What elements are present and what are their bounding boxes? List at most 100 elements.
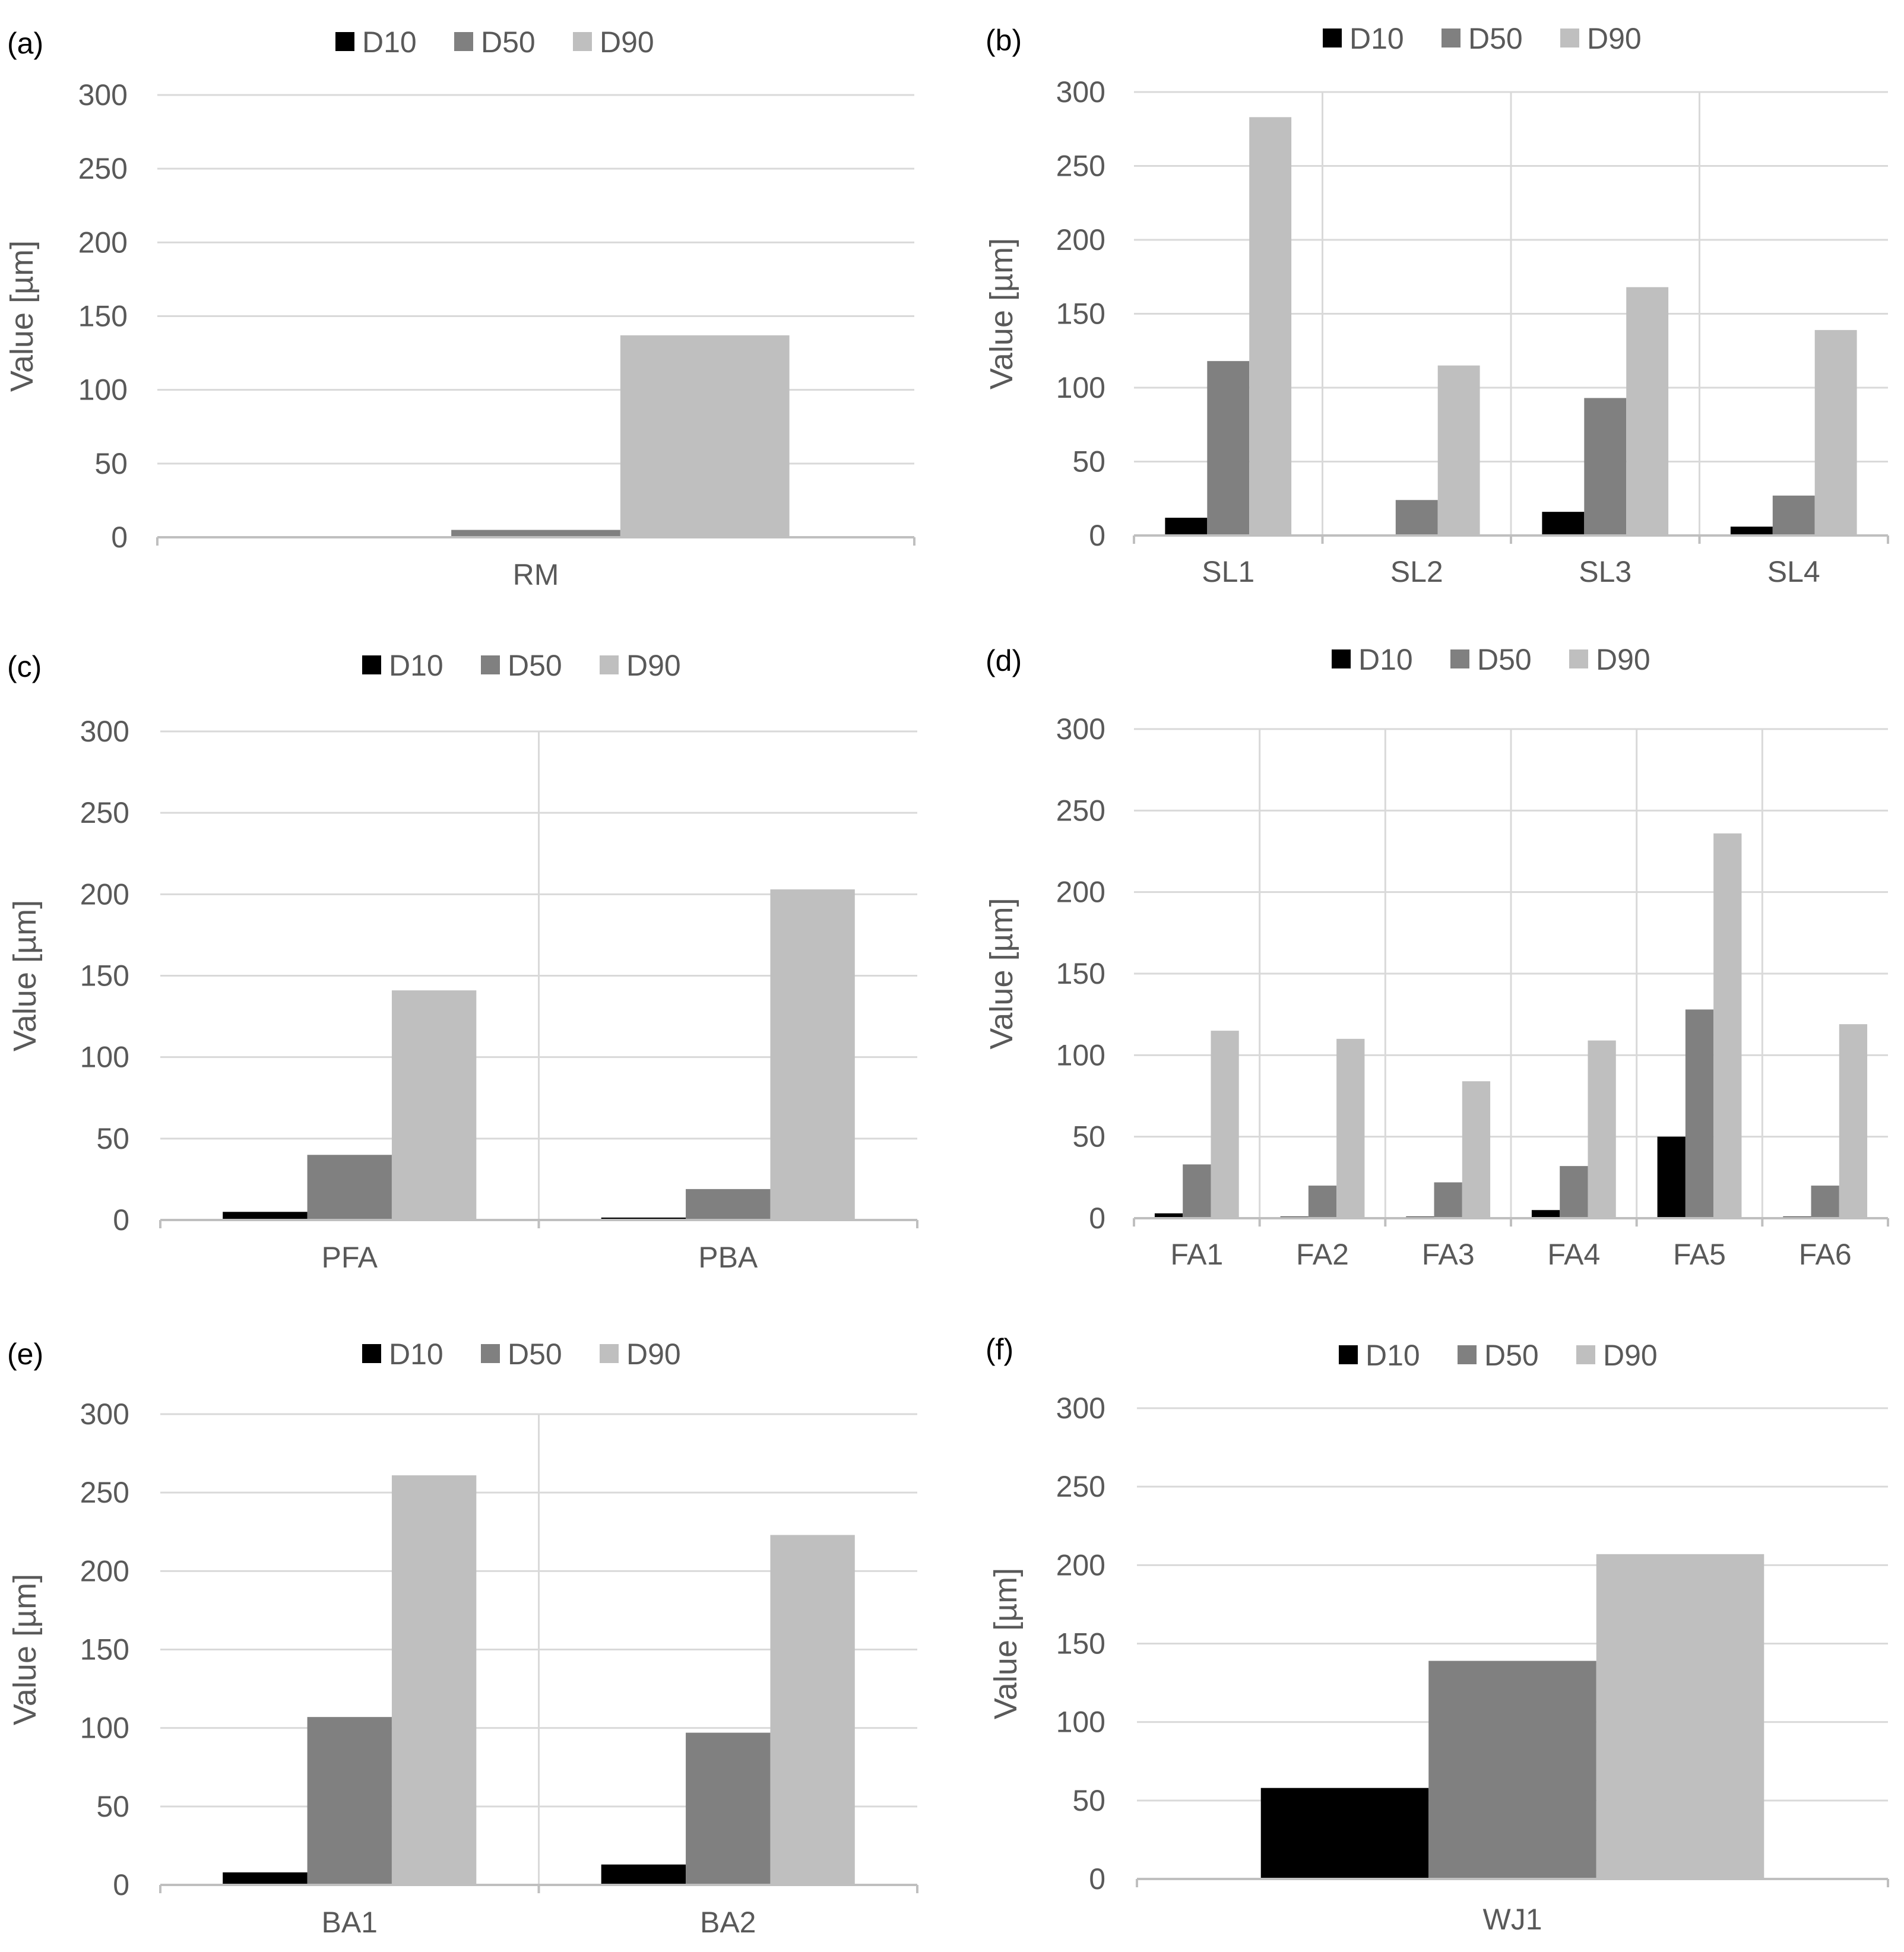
bar-d50-ba1	[307, 1717, 392, 1885]
y-tick-label: 100	[1056, 1038, 1105, 1072]
legend-swatch-d50	[1450, 649, 1469, 668]
x-tick-label: PFA	[322, 1241, 378, 1274]
chart-panel-2: (b) 0 50 100 150 200 250 300 SL1 SL2 SL3 SL4 Value […	[984, 22, 1889, 588]
legend-label-d10: D10	[389, 1338, 443, 1371]
legend-swatch-d50	[1458, 1345, 1477, 1364]
legend-label-d10: D10	[362, 26, 417, 59]
legend-label-d90: D90	[1596, 643, 1650, 676]
y-tick-label: 200	[80, 877, 129, 911]
legend-swatch-d50	[454, 32, 473, 51]
bar-d50-ba2	[686, 1732, 771, 1885]
y-tick-label: 150	[80, 959, 129, 993]
bar-d90-pfa	[391, 990, 477, 1220]
legend-swatch-d10	[362, 1344, 381, 1363]
y-axis-label: Value [µm]	[7, 1574, 43, 1725]
bar-d50-pfa	[307, 1155, 392, 1220]
y-tick-label: 200	[1056, 1548, 1105, 1582]
legend-label-d50: D50	[508, 649, 562, 682]
bar-d90-sl3	[1626, 287, 1669, 535]
y-axis-label: Value [µm]	[984, 238, 1019, 389]
y-tick-label: 150	[1056, 957, 1105, 990]
bar-d90-pba	[770, 889, 855, 1220]
y-tick-label: 100	[1056, 371, 1105, 404]
x-tick-label: BA1	[321, 1906, 378, 1939]
y-tick-label: 300	[78, 78, 128, 112]
chart-panel-4: (d) 0 50 100 150 200 250 300 FA1 FA2 FA3 FA4 FA5 FA6 V…	[984, 643, 1889, 1271]
x-tick-label: PBA	[698, 1241, 758, 1274]
panel-label: (a)	[7, 27, 43, 60]
legend-swatch-d90	[1560, 28, 1579, 47]
legend: D10 D50 D90	[335, 26, 654, 59]
bar-d50-fa4	[1560, 1166, 1588, 1218]
y-tick-label: 50	[1072, 1120, 1105, 1154]
bar-d90-ba2	[770, 1535, 855, 1885]
bar-d50-sl2	[1395, 500, 1438, 535]
legend: D10 D50 D90	[1339, 1339, 1658, 1372]
bar-d50-fa3	[1434, 1182, 1462, 1218]
bar-d10-ba2	[601, 1864, 686, 1885]
x-tick-label: FA5	[1673, 1238, 1726, 1271]
bar-d50-sl3	[1584, 398, 1627, 535]
y-tick-label: 150	[78, 300, 128, 333]
legend-label-d50: D50	[1468, 22, 1523, 55]
legend: D10 D50 D90	[1323, 22, 1642, 55]
y-tick-label: 50	[96, 1122, 129, 1155]
bar-d50-fa5	[1685, 1009, 1714, 1218]
legend-swatch-d10	[1339, 1345, 1358, 1364]
bar-d90-fa2	[1336, 1038, 1365, 1218]
bar-d90-sl4	[1814, 329, 1857, 535]
panel-label: (d)	[986, 644, 1022, 677]
y-tick-label: 100	[78, 373, 128, 407]
bar-d10-wj1	[1260, 1788, 1429, 1879]
y-tick-label: 0	[1089, 1202, 1105, 1235]
x-tick-label: RM	[513, 558, 559, 591]
bar-d10-sl3	[1542, 512, 1585, 535]
bar-d90-fa4	[1588, 1040, 1616, 1218]
bar-d10-pfa	[223, 1212, 308, 1220]
legend-label-d10: D10	[1358, 643, 1413, 676]
y-tick-label: 0	[1089, 1862, 1105, 1896]
x-tick-label: FA6	[1799, 1238, 1852, 1271]
y-tick-label: 300	[1056, 712, 1105, 746]
y-tick-label: 50	[96, 1790, 129, 1823]
chart-panel-6: (f) 0 50 100 150 200 250 300 WJ1 Value [µm] D10 D50…	[986, 1333, 1889, 1936]
bar-d10-sl4	[1730, 527, 1773, 535]
bar-d90-fa1	[1211, 1031, 1239, 1218]
legend: D10 D50 D90	[362, 1338, 681, 1371]
y-axis-label: Value [µm]	[984, 898, 1019, 1049]
y-axis-label: Value [µm]	[7, 900, 43, 1051]
bar-d10-fa5	[1657, 1136, 1686, 1218]
legend-swatch-d90	[600, 1344, 619, 1363]
x-tick-label: WJ1	[1483, 1903, 1542, 1936]
y-tick-label: 300	[80, 715, 129, 748]
legend-swatch-d90	[600, 655, 619, 674]
y-tick-label: 250	[1056, 150, 1105, 183]
legend-label-d50: D50	[1477, 643, 1532, 676]
legend: D10 D50 D90	[1332, 643, 1650, 676]
bar-d50-sl4	[1772, 495, 1815, 535]
legend-swatch-d90	[573, 32, 592, 51]
y-tick-label: 0	[1089, 519, 1105, 552]
x-tick-label: SL2	[1390, 555, 1443, 588]
y-tick-label: 100	[1056, 1706, 1105, 1739]
y-tick-label: 250	[1056, 794, 1105, 827]
panel-label: (c)	[7, 650, 42, 683]
legend-swatch-d90	[1576, 1345, 1595, 1364]
legend-swatch-d10	[362, 655, 381, 674]
y-tick-label: 0	[113, 1203, 129, 1237]
bar-d50-fa1	[1183, 1164, 1211, 1218]
y-tick-label: 250	[80, 1476, 129, 1509]
bar-d50-fa6	[1811, 1186, 1839, 1218]
bar-d90-rm	[620, 335, 790, 537]
legend-label-d10: D10	[389, 649, 443, 682]
y-tick-label: 300	[80, 1398, 129, 1431]
bar-d10-fa4	[1531, 1210, 1560, 1218]
x-tick-label: FA3	[1422, 1238, 1475, 1271]
y-tick-label: 200	[1056, 223, 1105, 256]
bar-d10-pba	[601, 1217, 686, 1220]
legend-label-d90: D90	[1587, 22, 1642, 55]
bar-d90-fa6	[1839, 1024, 1868, 1218]
x-tick-label: BA2	[700, 1906, 756, 1939]
legend-label-d90: D90	[600, 26, 654, 59]
